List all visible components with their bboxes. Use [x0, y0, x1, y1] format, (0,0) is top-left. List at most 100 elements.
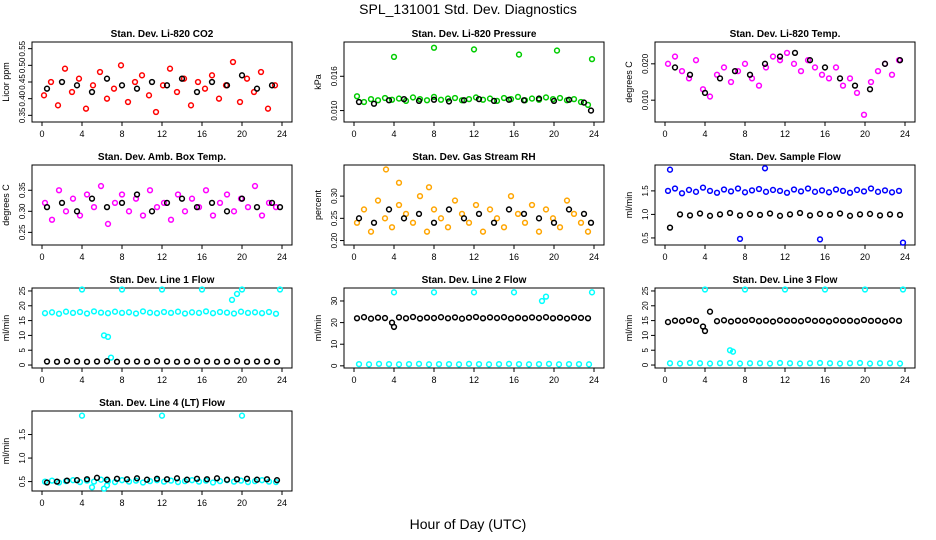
y-tick-label: 1.0 — [641, 208, 650, 220]
x-tick-label: 4 — [79, 375, 84, 385]
data-point — [726, 359, 734, 367]
chart-title: Stan. Dev. Gas Stream RH — [412, 152, 535, 163]
plot-frame — [31, 41, 293, 123]
data-point — [493, 314, 501, 322]
data-point — [734, 185, 742, 192]
data-point — [193, 475, 201, 482]
data-point — [263, 476, 271, 483]
chart-panel-6: Stan. Dev. Sample Flow ml/min 0 4 8 12 16 20 24 0… — [624, 152, 916, 262]
data-point — [374, 314, 382, 321]
data-point — [202, 308, 210, 315]
data-point — [565, 96, 573, 103]
data-point — [163, 358, 171, 365]
data-point — [223, 358, 231, 365]
data-point — [273, 477, 281, 484]
data-point — [187, 102, 195, 109]
data-point — [93, 474, 101, 481]
x-tick-label: 16 — [509, 252, 519, 262]
data-point — [888, 71, 896, 78]
data-point — [678, 67, 686, 75]
x-tick-label: 24 — [900, 252, 910, 262]
data-point — [107, 354, 115, 361]
data-point — [88, 484, 96, 491]
data-point — [415, 210, 423, 218]
data-point — [896, 360, 904, 367]
data-point — [866, 360, 874, 367]
x-tick-label: 4 — [79, 129, 84, 139]
x-tick-label: 8 — [742, 375, 747, 385]
data-point — [104, 310, 112, 317]
data-point — [360, 98, 368, 106]
data-point — [388, 96, 396, 103]
series-black — [664, 308, 903, 335]
data-point — [111, 199, 119, 207]
figure-x-axis-label: Hour of Day (UTC) — [409, 516, 527, 532]
x-tick-label: 24 — [277, 375, 287, 385]
data-point — [460, 215, 468, 222]
x-tick-label: 0 — [351, 129, 356, 139]
data-point — [475, 95, 483, 103]
data-point — [806, 57, 814, 64]
data-point — [272, 203, 280, 211]
data-point — [756, 211, 764, 219]
data-point — [244, 478, 252, 486]
data-point — [797, 318, 805, 325]
data-point — [520, 97, 528, 104]
data-point — [209, 212, 217, 219]
data-point — [846, 75, 854, 82]
data-point — [741, 189, 749, 196]
data-point — [163, 82, 171, 89]
data-point — [791, 49, 799, 57]
data-point — [145, 92, 153, 99]
data-point — [867, 185, 875, 192]
data-point — [811, 317, 819, 325]
data-point — [465, 95, 473, 103]
y-tick-label: 0.5 — [18, 475, 27, 487]
data-point — [886, 211, 894, 218]
data-point — [229, 58, 237, 66]
x-tick-label: 24 — [589, 252, 599, 262]
data-point — [445, 98, 453, 105]
data-point — [867, 78, 875, 86]
data-point — [671, 53, 679, 60]
data-point — [542, 293, 550, 300]
data-point — [423, 314, 431, 321]
data-point — [83, 191, 91, 198]
data-point — [139, 308, 147, 315]
series-black — [353, 313, 592, 331]
data-point — [265, 199, 273, 207]
data-point — [825, 318, 833, 325]
data-point — [686, 359, 694, 367]
data-point — [577, 219, 585, 226]
data-point — [273, 358, 281, 365]
data-point — [415, 97, 423, 105]
series-black — [43, 474, 281, 486]
data-point — [223, 82, 231, 89]
data-point — [495, 360, 503, 368]
data-point — [238, 412, 246, 419]
data-point — [796, 360, 804, 367]
data-point — [706, 187, 714, 195]
x-tick-label: 12 — [157, 498, 167, 508]
data-point — [741, 60, 749, 67]
data-point — [223, 309, 231, 316]
x-tick-label: 8 — [742, 252, 747, 262]
data-point — [395, 314, 403, 321]
data-point — [769, 318, 777, 325]
data-point — [146, 187, 154, 194]
data-point — [716, 211, 724, 218]
data-point — [816, 210, 824, 218]
data-point — [243, 75, 251, 82]
data-point — [510, 289, 518, 296]
data-point — [416, 192, 424, 200]
x-tick-label: 12 — [780, 129, 790, 139]
data-point — [233, 358, 241, 365]
data-point — [505, 360, 513, 368]
data-point — [353, 93, 361, 100]
data-point — [790, 317, 798, 324]
y-axis-label: ml/min — [1, 438, 11, 465]
x-tick-label: 24 — [277, 129, 287, 139]
data-point — [208, 78, 216, 86]
x-tick-label: 4 — [391, 375, 396, 385]
